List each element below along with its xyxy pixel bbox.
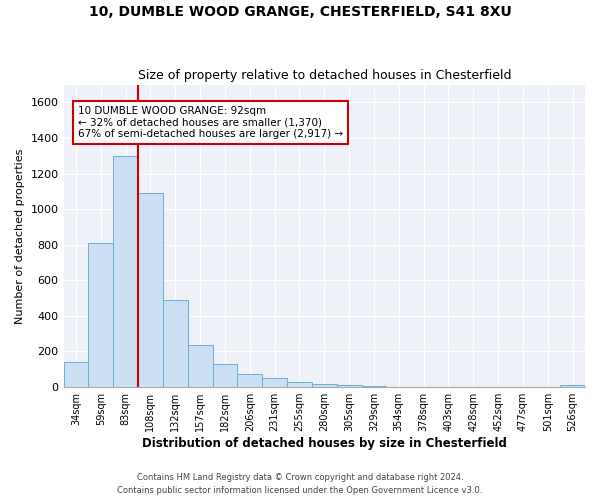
Title: Size of property relative to detached houses in Chesterfield: Size of property relative to detached ho… (137, 69, 511, 82)
Bar (337, 386, 362, 387)
Bar (212, 364, 238, 387)
Bar (238, 374, 262, 387)
Bar (362, 386, 386, 387)
Bar (312, 384, 337, 387)
Text: Contains HM Land Registry data © Crown copyright and database right 2024.
Contai: Contains HM Land Registry data © Crown c… (118, 474, 482, 495)
Bar (560, 386, 585, 387)
Bar (88, 243, 113, 387)
Bar (262, 378, 287, 387)
X-axis label: Distribution of detached houses by size in Chesterfield: Distribution of detached houses by size … (142, 437, 507, 450)
Y-axis label: Number of detached properties: Number of detached properties (15, 148, 25, 324)
Text: 10, DUMBLE WOOD GRANGE, CHESTERFIELD, S41 8XU: 10, DUMBLE WOOD GRANGE, CHESTERFIELD, S4… (89, 5, 511, 19)
Bar (64, 362, 88, 387)
Bar (188, 346, 212, 387)
Bar (113, 156, 138, 387)
Bar (287, 382, 312, 387)
Bar (163, 300, 188, 387)
Text: 10 DUMBLE WOOD GRANGE: 92sqm
← 32% of detached houses are smaller (1,370)
67% of: 10 DUMBLE WOOD GRANGE: 92sqm ← 32% of de… (78, 106, 343, 139)
Bar (138, 193, 163, 387)
